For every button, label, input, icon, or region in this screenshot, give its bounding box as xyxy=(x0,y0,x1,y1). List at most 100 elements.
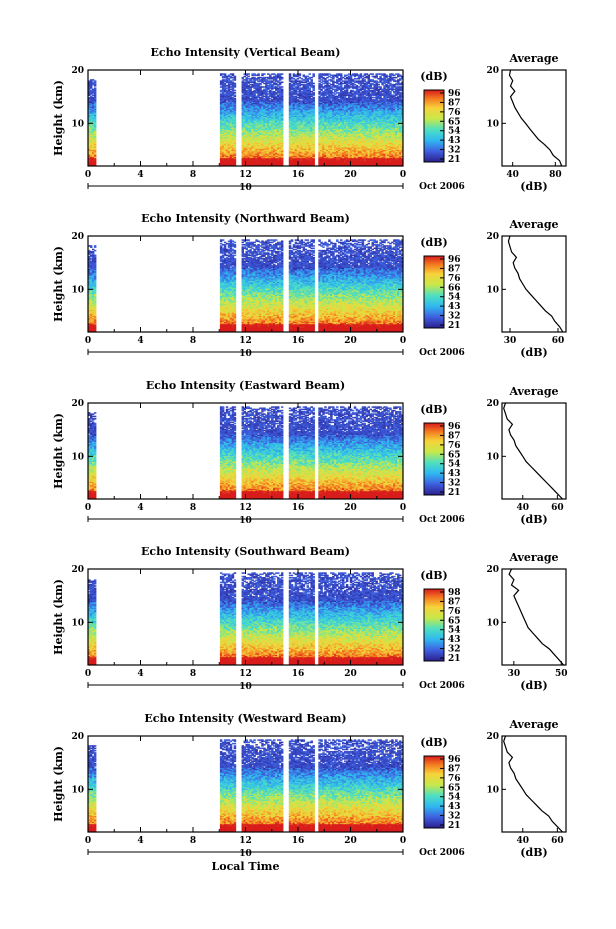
average-title: Average xyxy=(508,551,558,564)
average-title: Average xyxy=(508,385,558,398)
colorbar xyxy=(424,589,444,661)
x-tick-label: 16 xyxy=(292,669,305,679)
colorbar-tick: 21 xyxy=(448,155,461,165)
y-axis-label: Height (km) xyxy=(52,246,65,322)
x-tick-label: 20 xyxy=(344,669,357,679)
x-tick-label: 20 xyxy=(344,336,357,346)
y-axis-label: Height (km) xyxy=(52,579,65,655)
x-tick-label: 0 xyxy=(85,669,91,679)
x-tick-label: 8 xyxy=(190,836,196,846)
average-y-tick: 10 xyxy=(486,452,499,462)
date-label: 10 xyxy=(239,516,252,526)
panel-3: Echo Intensity (Southward Beam)0 4 8 12 16 20… xyxy=(52,545,568,692)
y-tick-label: 10 xyxy=(71,119,84,129)
average-y-tick: 20 xyxy=(486,565,499,575)
average-x-tick: 40 xyxy=(516,503,529,513)
average-profile-line xyxy=(504,736,563,832)
average-x-tick: 30 xyxy=(504,336,517,346)
panel-title: Echo Intensity (Northward Beam) xyxy=(141,212,350,225)
average-y-tick: 20 xyxy=(486,66,499,76)
x-tick-label: 8 xyxy=(190,336,196,346)
heatmap-cells xyxy=(88,572,404,665)
average-x-label: (dB) xyxy=(520,346,547,359)
average-title: Average xyxy=(508,718,558,731)
average-x-tick: 60 xyxy=(551,836,564,846)
colorbar-unit: (dB) xyxy=(420,569,447,582)
x-tick-label: 0 xyxy=(85,170,91,180)
average-x-tick: 80 xyxy=(549,170,562,180)
average-profile-line xyxy=(510,70,562,166)
x-tick-label: 20 xyxy=(344,836,357,846)
average-x-label: (dB) xyxy=(520,846,547,859)
average-x-tick: 50 xyxy=(555,669,568,679)
y-tick-label: 20 xyxy=(71,232,84,242)
x-tick-label: 12 xyxy=(239,836,252,846)
colorbar xyxy=(424,423,444,495)
x-tick-label: 4 xyxy=(137,170,143,180)
heatmap-cells xyxy=(88,73,404,166)
y-axis-label: Height (km) xyxy=(52,413,65,489)
x-tick-label: 0 xyxy=(400,336,406,346)
y-axis-label: Height (km) xyxy=(52,746,65,822)
heatmap-cells xyxy=(88,739,404,832)
colorbar-tick: 21 xyxy=(448,654,461,664)
average-frame xyxy=(502,736,566,832)
average-y-tick: 10 xyxy=(486,285,499,295)
colorbar-unit: (dB) xyxy=(420,236,447,249)
average-y-tick: 20 xyxy=(486,399,499,409)
x-tick-label: 20 xyxy=(344,170,357,180)
x-tick-label: 16 xyxy=(292,336,305,346)
month-label: Oct 2006 xyxy=(419,182,465,192)
colorbar-unit: (dB) xyxy=(420,70,447,83)
colorbar-tick: 21 xyxy=(448,321,461,331)
average-frame xyxy=(502,403,566,499)
colorbar xyxy=(424,90,444,162)
x-tick-label: 0 xyxy=(400,170,406,180)
x-tick-label: 16 xyxy=(292,170,305,180)
average-y-tick: 20 xyxy=(486,232,499,242)
average-x-tick: 60 xyxy=(552,336,565,346)
colorbar-tick: 21 xyxy=(448,488,461,498)
y-tick-label: 20 xyxy=(71,66,84,76)
x-tick-label: 0 xyxy=(400,503,406,513)
y-axis-label: Height (km) xyxy=(52,80,65,156)
x-tick-label: 12 xyxy=(239,170,252,180)
average-profile-line xyxy=(508,236,562,332)
y-tick-label: 10 xyxy=(71,285,84,295)
x-tick-label: 16 xyxy=(292,503,305,513)
month-label: Oct 2006 xyxy=(419,348,465,358)
y-tick-label: 10 xyxy=(71,618,84,628)
x-tick-label: 4 xyxy=(137,836,143,846)
panel-title: Echo Intensity (Eastward Beam) xyxy=(146,379,345,392)
x-tick-label: 8 xyxy=(190,503,196,513)
colorbar xyxy=(424,256,444,328)
x-tick-label: 12 xyxy=(239,503,252,513)
colorbar-tick: 21 xyxy=(448,821,461,831)
month-label: Oct 2006 xyxy=(419,681,465,691)
average-x-tick: 40 xyxy=(506,170,519,180)
colorbar-unit: (dB) xyxy=(420,403,447,416)
average-title: Average xyxy=(508,52,558,65)
x-tick-label: 4 xyxy=(137,669,143,679)
echo-intensity-figure: Echo Intensity (Vertical Beam)0 4 8 12 16 20 0… xyxy=(0,0,616,929)
average-x-label: (dB) xyxy=(520,180,547,193)
x-tick-label: 4 xyxy=(137,503,143,513)
average-x-label: (dB) xyxy=(520,679,547,692)
x-tick-label: 20 xyxy=(344,503,357,513)
x-tick-label: 8 xyxy=(190,669,196,679)
x-tick-label: 0 xyxy=(400,669,406,679)
date-label: 10 xyxy=(239,682,252,692)
x-tick-label: 4 xyxy=(137,336,143,346)
panel-2: Echo Intensity (Eastward Beam)0 4 8 12 16 20 0… xyxy=(52,379,566,526)
x-tick-label: 8 xyxy=(190,170,196,180)
colorbar-unit: (dB) xyxy=(420,736,447,749)
colorbar xyxy=(424,756,444,828)
average-profile-line xyxy=(509,569,563,665)
x-tick-label: 0 xyxy=(85,336,91,346)
x-tick-label: 16 xyxy=(292,836,305,846)
average-x-label: (dB) xyxy=(520,513,547,526)
y-tick-label: 10 xyxy=(71,452,84,462)
panel-title: Echo Intensity (Westward Beam) xyxy=(144,712,346,725)
average-y-tick: 10 xyxy=(486,785,499,795)
x-axis-label: Local Time xyxy=(212,860,280,873)
